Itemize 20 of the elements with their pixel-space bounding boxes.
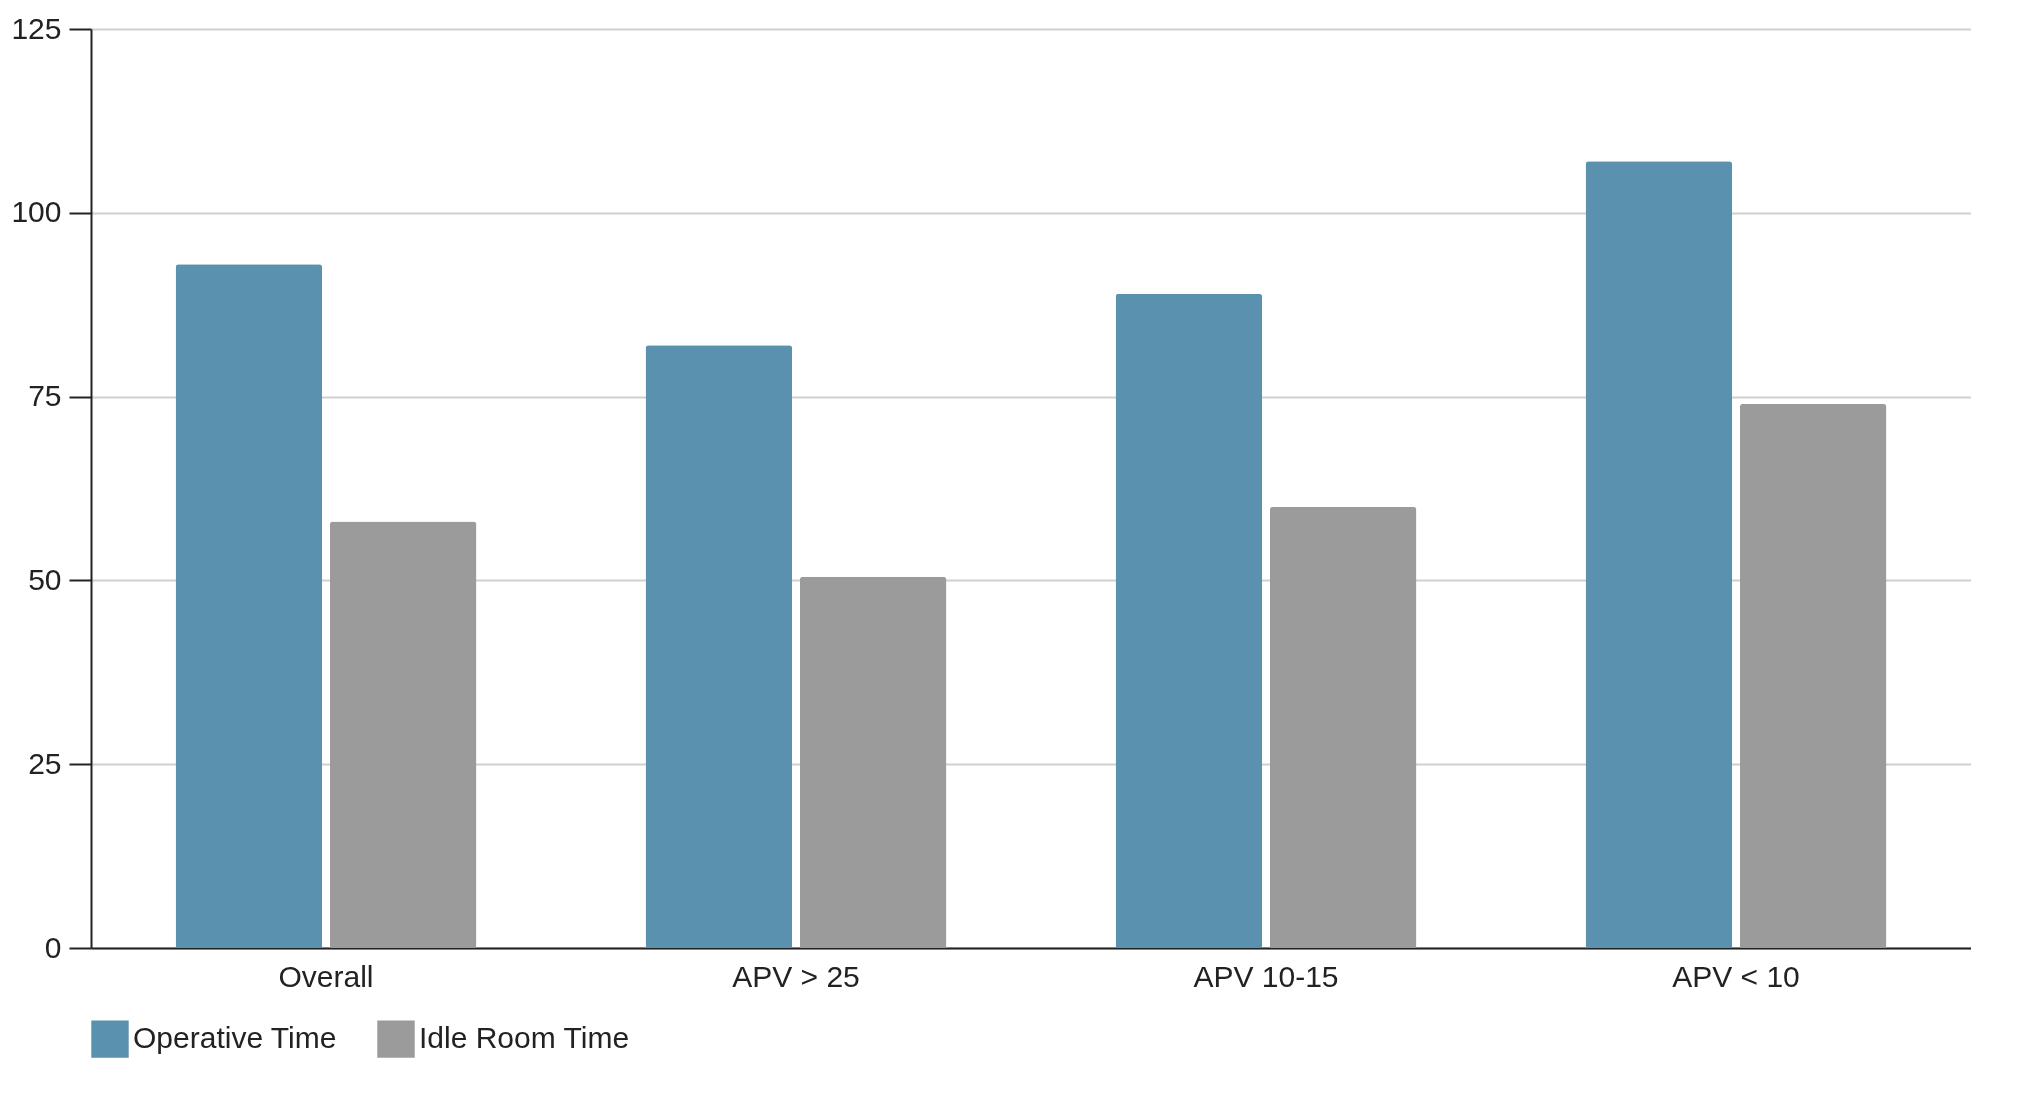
bar (645, 345, 793, 948)
y-tick-label: 125 (11, 11, 62, 45)
x-tick-label: APV < 10 (1672, 959, 1800, 993)
y-tick-label: 0 (44, 930, 62, 964)
x-tick-label: APV 10-15 (1193, 959, 1339, 993)
y-tick-label: 75 (28, 379, 62, 413)
y-tick-label: 100 (11, 195, 62, 229)
legend-label: Idle Room Time (419, 1021, 630, 1055)
x-tick-label: APV > 25 (732, 959, 860, 993)
bar (1269, 506, 1417, 948)
bar (1739, 403, 1887, 948)
legend-label: Operative Time (133, 1021, 337, 1055)
y-tick-label: 50 (28, 562, 62, 596)
y-tick-label: 25 (28, 746, 62, 780)
bar (329, 521, 477, 948)
bar (175, 264, 323, 948)
bar (1585, 161, 1733, 948)
x-tick-label: Overall (278, 959, 374, 993)
bar (1115, 293, 1263, 948)
bar (799, 576, 947, 948)
